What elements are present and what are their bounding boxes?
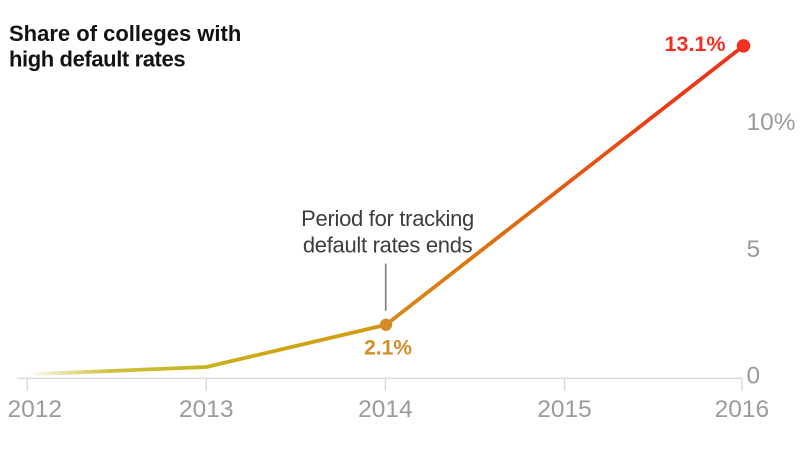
svg-text:default rates ends: default rates ends [303,233,473,258]
svg-text:2013: 2013 [179,396,234,423]
svg-text:5: 5 [747,236,761,263]
svg-text:high default rates: high default rates [9,47,185,72]
svg-text:Share of colleges with: Share of colleges with [9,21,241,46]
svg-text:2014: 2014 [358,396,413,423]
svg-text:2015: 2015 [537,396,592,423]
svg-text:Period for tracking: Period for tracking [301,206,474,231]
svg-text:10%: 10% [747,109,796,136]
svg-text:2016: 2016 [715,396,770,423]
svg-text:0: 0 [747,363,761,390]
svg-text:2012: 2012 [8,396,63,423]
svg-text:13.1%: 13.1% [665,32,726,56]
svg-text:2.1%: 2.1% [364,337,412,360]
